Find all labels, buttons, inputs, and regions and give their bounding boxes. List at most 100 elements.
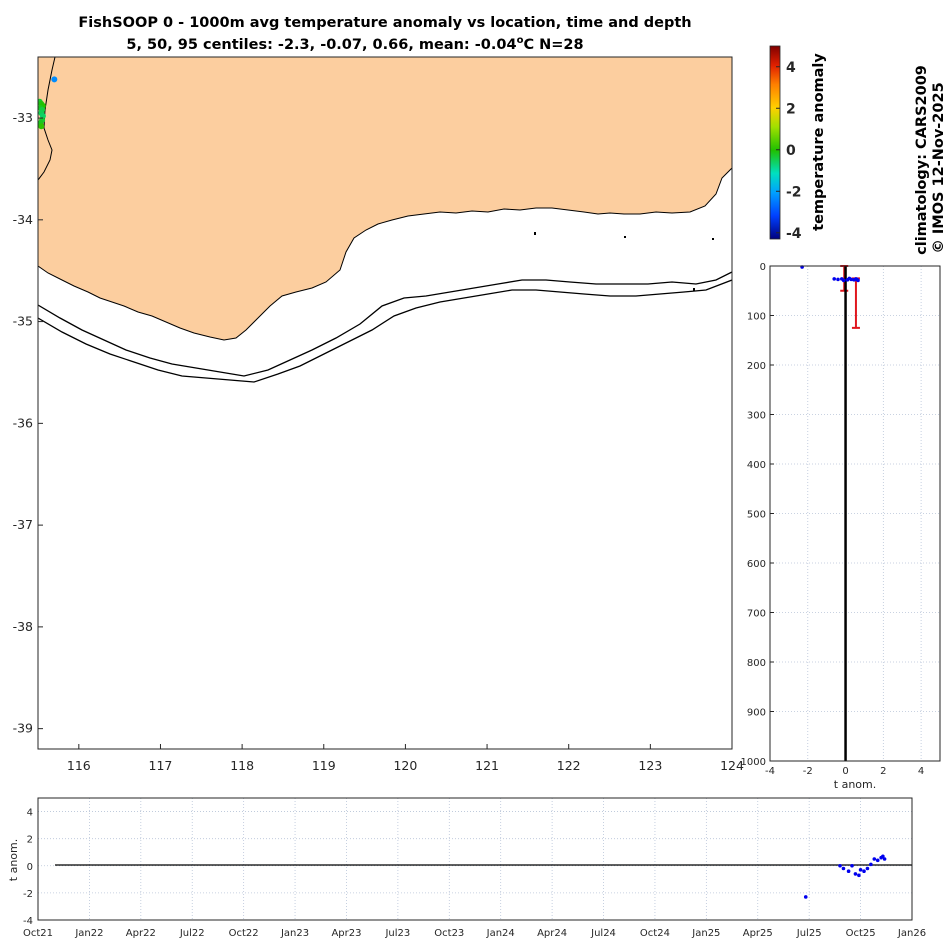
- ts-frame: [37, 797, 913, 921]
- ts-x-tick-label: Oct21: [23, 928, 53, 939]
- colorbar-tick-label: 4: [786, 60, 796, 76]
- ts-observation-point: [846, 869, 851, 873]
- depth-x-tick-label: 0: [842, 766, 848, 777]
- depth-x-tick-label: 4: [918, 766, 924, 777]
- depth-observation-point: [832, 277, 837, 281]
- depth-y-tick-label: 800: [747, 658, 766, 669]
- map-x-tick-label: 118: [230, 758, 254, 773]
- ts-observation-point: [853, 872, 858, 876]
- ts-y-tick-label: -2: [23, 889, 33, 900]
- time-series-panel: Oct21 Jan22 Apr22 Jul22 Oct22 Jan23 Apr23 Jul23…: [7, 797, 926, 939]
- map-x-tick-label: 123: [638, 758, 662, 773]
- map-y-tick-label: -37: [13, 517, 33, 532]
- ts-x-tick-label: Jan24: [486, 928, 515, 939]
- map-observation-point: [38, 123, 45, 130]
- map-x-tick-label: 116: [67, 758, 91, 773]
- ts-y-tick-label: 2: [27, 835, 33, 846]
- ts-x-tick-label: Apr25: [743, 928, 773, 939]
- ts-y-tick-label: -4: [23, 916, 33, 927]
- imos-copyright: © IMOS 12-Nov-2025: [931, 82, 947, 253]
- depth-x-tick-label: -2: [803, 766, 813, 777]
- map-y-tick-label: -38: [13, 619, 33, 634]
- colorbar-gradient: [769, 45, 781, 240]
- map-y-tick-label: -33: [13, 110, 33, 125]
- ts-y-axis: 4 2 0 -2 -4: [23, 808, 33, 927]
- land-polygon: [38, 57, 732, 341]
- depth-y-tick-label: 200: [747, 361, 766, 372]
- ts-x-tick-label: Jul25: [796, 928, 822, 939]
- title-line-2-prefix: 5, 50, 95 centiles: -2.3, -0.07, 0.66, m…: [126, 37, 516, 53]
- map-y-tick-label: -39: [13, 721, 33, 736]
- depth-observation-point: [856, 278, 860, 283]
- ts-x-tick-label: Jan22: [74, 928, 103, 939]
- ts-x-tick-label: Jan25: [691, 928, 720, 939]
- ts-x-tick-label: Apr24: [537, 928, 567, 939]
- depth-y-tick-label: 0: [760, 262, 766, 273]
- colorbar-tick-label: -2: [786, 184, 802, 200]
- ts-x-tick-label: Jul23: [384, 928, 410, 939]
- ts-x-tick-label: Jul22: [179, 928, 205, 939]
- coastline-west: [38, 57, 56, 181]
- ts-x-tick-label: Oct22: [229, 928, 259, 939]
- ts-y-label: t anom.: [7, 839, 20, 881]
- island-marker: [624, 236, 626, 238]
- depth-profile-panel: -4 -2 0 2 4 0 100 200 300 400 500 600 700 800 900 1000…: [741, 262, 941, 791]
- map-observations: [38, 76, 58, 130]
- map-x-tick-label: 120: [393, 758, 417, 773]
- title-line-2-suffix: C N=28: [523, 37, 583, 53]
- map-x-tick-label: 121: [475, 758, 499, 773]
- title-line-1: FishSOOP 0 - 1000m avg temperature anoma…: [78, 15, 691, 31]
- ts-observation-point: [865, 866, 870, 871]
- ts-observation-point: [869, 862, 873, 867]
- ts-observation-point: [838, 863, 842, 868]
- ts-x-tick-label: Apr22: [126, 928, 156, 939]
- ts-observation-point: [857, 873, 861, 878]
- ts-x-tick-label: Jan23: [280, 928, 309, 939]
- depth-y-axis: 0 100 200 300 400 500 600 700 800 900 1000: [741, 262, 774, 768]
- depth-observation-point: [841, 278, 846, 283]
- colorbar-label: temperature anomaly: [811, 53, 827, 231]
- ts-y-tick-label: 0: [27, 862, 33, 873]
- ts-x-tick-label: Jul24: [590, 928, 616, 939]
- depth-observation-point: [847, 276, 852, 281]
- map-y-tick-label: -36: [13, 415, 33, 430]
- ts-observation-point: [841, 866, 846, 871]
- depth-y-tick-label: 900: [747, 708, 766, 719]
- map-x-tick-label: 117: [149, 758, 173, 773]
- isobath-outer: [38, 279, 732, 383]
- map-y-tick-label: -35: [13, 314, 33, 329]
- colorbar-tick-label: -4: [786, 226, 802, 242]
- ts-observations: [803, 854, 887, 899]
- map-y-axis: -33 -34 -35 -36 -37 -38 -39: [13, 110, 43, 736]
- ts-observation-point: [881, 854, 885, 859]
- colorbar-tick-label: 0: [786, 143, 796, 159]
- map-observation-point: [51, 76, 58, 83]
- depth-y-tick-label: 1000: [741, 757, 766, 768]
- depth-x-axis: -4 -2 0 2 4: [765, 766, 924, 777]
- climatology-credit: climatology: CARS2009: [914, 65, 930, 255]
- ts-observation-point: [803, 895, 808, 899]
- ts-x-axis: Oct21 Jan22 Apr22 Jul22 Oct22 Jan23 Apr23 Jul23…: [23, 928, 926, 939]
- map-x-tick-label: 122: [557, 758, 581, 773]
- ts-observation-point: [872, 857, 877, 861]
- depth-x-tick-label: -4: [765, 766, 775, 777]
- depth-y-tick-label: 500: [747, 510, 766, 521]
- depth-y-tick-label: 400: [747, 460, 766, 471]
- ts-observation-point: [858, 868, 863, 872]
- depth-x-label: t anom.: [834, 778, 876, 791]
- map-frame: [37, 56, 733, 750]
- map-x-axis: 116 117 118 119 120 121 122 123 124: [67, 744, 744, 773]
- island-marker: [534, 232, 536, 235]
- colorbar-ticks: 4 2 0 -2 -4: [776, 60, 802, 242]
- map-x-tick-label: 124: [720, 758, 744, 773]
- depth-observations: [800, 265, 860, 283]
- depth-observation-point: [836, 277, 840, 282]
- ts-x-tick-label: Oct23: [434, 928, 464, 939]
- depth-y-tick-label: 600: [747, 559, 766, 570]
- ts-observation-point: [850, 863, 854, 868]
- depth-y-tick-label: 700: [747, 609, 766, 620]
- title-degree-sup: o: [517, 35, 524, 46]
- map-panel: 116 117 118 119 120 121 122 123 124 -33 -34 -35 -36…: [13, 56, 744, 773]
- ts-observation-point: [882, 857, 887, 861]
